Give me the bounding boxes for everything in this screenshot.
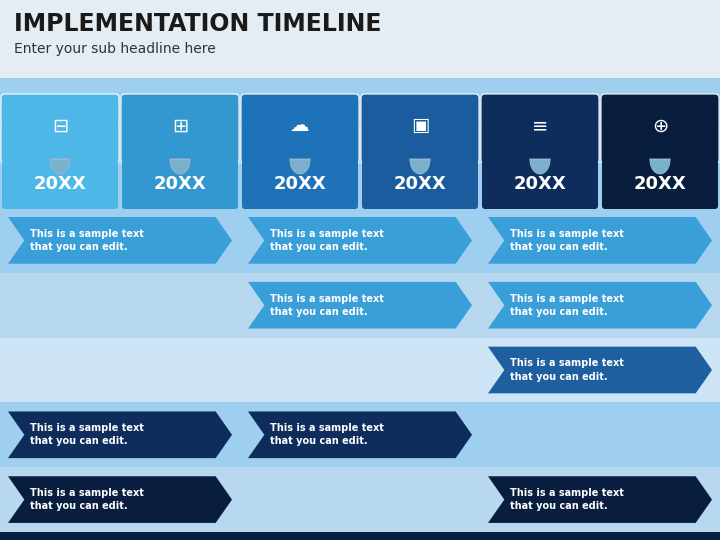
Polygon shape [529,159,551,174]
Text: ▣: ▣ [411,117,429,136]
Text: 20XX: 20XX [274,175,326,193]
Text: 20XX: 20XX [34,175,86,193]
FancyBboxPatch shape [242,159,358,209]
FancyBboxPatch shape [482,159,598,209]
Polygon shape [649,159,671,174]
Polygon shape [289,159,311,174]
Text: This is a sample text
that you can edit.: This is a sample text that you can edit. [510,229,624,252]
Text: ⊟: ⊟ [52,117,68,136]
Text: 20XX: 20XX [394,175,446,193]
Bar [0,402,720,467]
Text: This is a sample text
that you can edit.: This is a sample text that you can edit. [270,229,384,252]
Polygon shape [488,476,712,523]
FancyBboxPatch shape [2,159,118,209]
Polygon shape [409,159,431,174]
FancyBboxPatch shape [122,159,238,209]
Bar [0,338,720,402]
Polygon shape [248,217,472,264]
Polygon shape [169,159,191,174]
FancyBboxPatch shape [362,159,478,209]
FancyBboxPatch shape [121,94,239,164]
Text: This is a sample text
that you can edit.: This is a sample text that you can edit. [510,359,624,382]
Text: This is a sample text
that you can edit.: This is a sample text that you can edit. [30,229,144,252]
Polygon shape [488,282,712,328]
Bar [0,208,720,273]
Text: This is a sample text
that you can edit.: This is a sample text that you can edit. [510,488,624,511]
Polygon shape [49,159,71,174]
Bar [0,467,720,532]
Polygon shape [248,282,472,328]
Text: Enter your sub headline here: Enter your sub headline here [14,42,216,56]
FancyBboxPatch shape [601,94,719,164]
FancyBboxPatch shape [241,94,359,164]
Polygon shape [8,476,232,523]
Text: This is a sample text
that you can edit.: This is a sample text that you can edit. [270,294,384,317]
Polygon shape [248,411,472,458]
Bar [0,0,720,78]
Text: IMPLEMENTATION TIMELINE: IMPLEMENTATION TIMELINE [14,12,382,36]
Text: 20XX: 20XX [513,175,567,193]
Bar [0,532,720,540]
Polygon shape [8,411,232,458]
FancyBboxPatch shape [361,94,479,164]
FancyBboxPatch shape [481,94,599,164]
Polygon shape [8,217,232,264]
Text: This is a sample text
that you can edit.: This is a sample text that you can edit. [30,423,144,447]
Text: 20XX: 20XX [634,175,686,193]
Polygon shape [488,347,712,393]
FancyBboxPatch shape [602,159,718,209]
Bar [0,273,720,338]
Text: ⊞: ⊞ [172,117,188,136]
Text: This is a sample text
that you can edit.: This is a sample text that you can edit. [510,294,624,317]
Bar [0,78,720,208]
Text: This is a sample text
that you can edit.: This is a sample text that you can edit. [270,423,384,447]
Text: ⊕: ⊕ [652,117,668,136]
FancyBboxPatch shape [1,94,119,164]
Polygon shape [488,217,712,264]
Text: This is a sample text
that you can edit.: This is a sample text that you can edit. [30,488,144,511]
Text: 20XX: 20XX [153,175,207,193]
Text: ☁: ☁ [290,117,310,136]
Text: ≡: ≡ [532,117,548,136]
